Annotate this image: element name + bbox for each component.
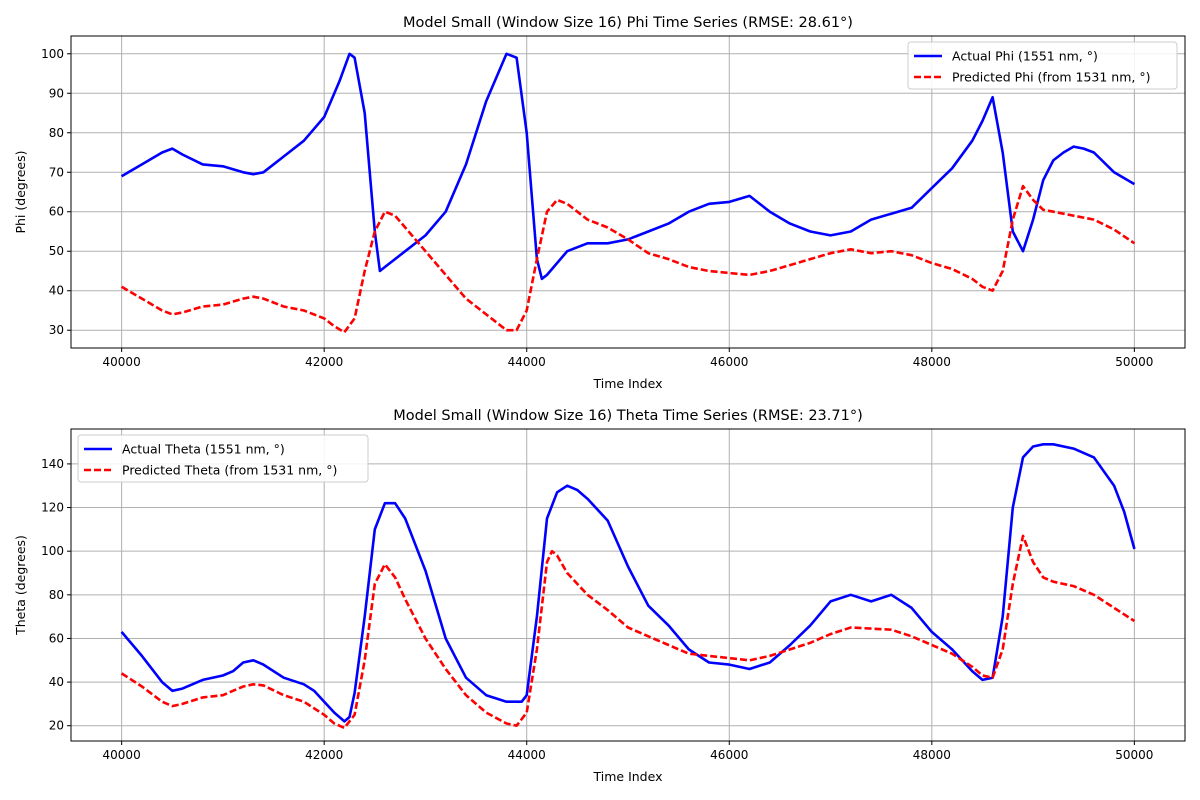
y-tick-label: 20 xyxy=(49,719,64,733)
x-tick-label: 42000 xyxy=(305,748,343,762)
axes-frame xyxy=(70,428,1186,742)
y-tick-label: 60 xyxy=(49,205,64,219)
x-tick-label: 44000 xyxy=(508,355,546,369)
y-tick-label: 100 xyxy=(41,47,64,61)
x-tick-label: 42000 xyxy=(305,355,343,369)
axes-frame xyxy=(70,35,1186,349)
series-line-actual xyxy=(120,442,1136,723)
y-tick-label: 50 xyxy=(49,244,64,258)
x-tick-label: 50000 xyxy=(1115,355,1153,369)
y-tick-label: 30 xyxy=(49,323,64,337)
chart-title: Model Small (Window Size 16) Theta Time … xyxy=(393,408,863,424)
x-tick-label: 50000 xyxy=(1115,748,1153,762)
legend-box xyxy=(77,434,369,483)
series-line-predicted xyxy=(120,184,1136,334)
y-tick-label: 80 xyxy=(49,588,64,602)
x-axis-label: Time Index xyxy=(593,769,663,784)
x-tick-label: 46000 xyxy=(710,355,748,369)
y-tick-label: 80 xyxy=(49,126,64,140)
series-line-predicted xyxy=(120,534,1136,730)
y-axis-label: Phi (degrees) xyxy=(13,151,28,234)
y-tick-label: 60 xyxy=(49,631,64,645)
legend-label: Predicted Phi (from 1531 nm, °) xyxy=(952,70,1150,85)
legend-box xyxy=(907,41,1178,90)
y-tick-label: 90 xyxy=(49,86,64,100)
series-line-actual xyxy=(120,52,1136,281)
legend-label: Actual Theta (1551 nm, °) xyxy=(122,442,285,457)
y-tick-label: 40 xyxy=(49,284,64,298)
y-tick-label: 40 xyxy=(49,675,64,689)
y-tick-label: 100 xyxy=(41,544,64,558)
y-tick-label: 70 xyxy=(49,165,64,179)
y-tick-label: 120 xyxy=(41,501,64,515)
x-tick-label: 40000 xyxy=(103,355,141,369)
legend-label: Actual Phi (1551 nm, °) xyxy=(952,49,1098,64)
x-tick-label: 48000 xyxy=(913,355,951,369)
chart-panel-0: Model Small (Window Size 16) Phi Time Se… xyxy=(13,15,1186,391)
legend: Actual Phi (1551 nm, °) Predicted Phi (fr… xyxy=(907,41,1178,90)
x-tick-label: 44000 xyxy=(508,748,546,762)
y-tick-label: 140 xyxy=(41,457,64,471)
legend-label: Predicted Theta (from 1531 nm, °) xyxy=(122,463,337,478)
x-tick-label: 48000 xyxy=(913,748,951,762)
x-tick-label: 40000 xyxy=(103,748,141,762)
chart-panel-1: Model Small (Window Size 16) Theta Time … xyxy=(13,408,1186,784)
x-axis-label: Time Index xyxy=(593,376,663,391)
x-tick-label: 46000 xyxy=(710,748,748,762)
chart-title: Model Small (Window Size 16) Phi Time Se… xyxy=(403,15,853,31)
legend: Actual Theta (1551 nm, °) Predicted Theta… xyxy=(77,434,369,483)
y-axis-label: Theta (degrees) xyxy=(13,535,28,636)
